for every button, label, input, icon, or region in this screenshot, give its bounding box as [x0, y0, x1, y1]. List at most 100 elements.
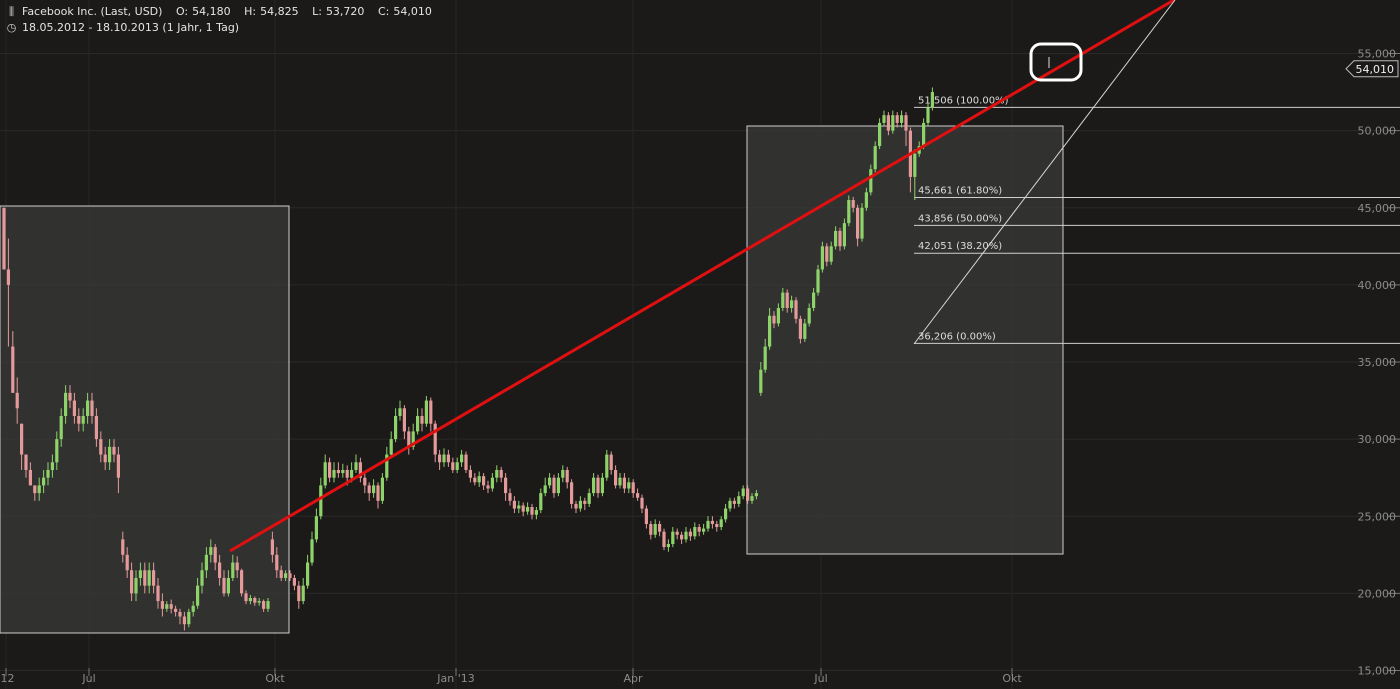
candle-body [719, 519, 723, 528]
candle-body [191, 605, 195, 612]
candle-body [627, 482, 631, 489]
candle-body [156, 585, 160, 602]
candle-body [671, 531, 675, 545]
candle-body [746, 488, 750, 501]
date-range-row: ◷ 18.05.2012 - 18.10.2013 (1 Jahr, 1 Tag) [6, 21, 243, 34]
candle-body [754, 493, 758, 497]
open-label: O: [175, 5, 189, 18]
candle-body [275, 554, 279, 571]
candle-body [904, 115, 908, 131]
candle-body [702, 528, 706, 532]
highlight-box-right [746, 125, 1064, 555]
candle-body [314, 516, 318, 540]
candle-body [688, 531, 692, 537]
candle-body [336, 469, 340, 474]
candle-body [680, 534, 684, 540]
candle-body [583, 500, 587, 504]
candlestick-icon[interactable]: ⫼ [8, 5, 15, 18]
candle-body [930, 92, 934, 108]
candle-body [429, 400, 433, 424]
high-label: H: [244, 5, 257, 18]
candle-body [477, 476, 481, 483]
candle-body [570, 482, 574, 504]
candle-body [213, 547, 217, 563]
candle-body [710, 520, 714, 524]
candle-body [922, 122, 926, 147]
candle-body [446, 454, 450, 463]
candle-body [244, 593, 248, 602]
candle-body [248, 598, 252, 602]
candle-body [112, 446, 116, 455]
candle-body [345, 469, 349, 478]
candle-body [614, 469, 618, 486]
candle-body [834, 230, 838, 247]
candle-body [543, 485, 547, 494]
candle-body [798, 318, 802, 339]
candle-body [121, 539, 125, 555]
clock-icon[interactable]: ◷ [6, 21, 17, 34]
candle-body [169, 604, 173, 609]
candle-body [732, 500, 736, 504]
candle-body [103, 454, 107, 463]
x-tick-label: Okt [265, 672, 285, 685]
candle-body [257, 601, 261, 603]
x-tick-label: Jul [813, 672, 827, 685]
candle-body [693, 527, 697, 537]
candle-body [741, 488, 745, 497]
candle-body [499, 469, 503, 478]
candle-body [125, 554, 129, 571]
candle-body [526, 506, 530, 512]
candle-body [108, 446, 112, 463]
candle-body [820, 246, 824, 270]
candle-body [402, 408, 406, 432]
candle-body [825, 246, 829, 262]
highlight-circle [1029, 42, 1083, 82]
candle-body [772, 315, 776, 324]
last-price-label: 54,010 [1356, 63, 1395, 76]
x-tick-label: Jan '13 [436, 672, 474, 685]
candle-body [816, 269, 820, 293]
fib-level-label: 43,856 (50.00%) [918, 213, 1002, 224]
candle-body [552, 477, 556, 494]
x-tick-label: Okt [1002, 672, 1022, 685]
open-value: 54,180 [192, 5, 231, 18]
candle-body [182, 616, 186, 625]
candle-body [658, 523, 662, 532]
y-tick-label: 15,000 [1358, 665, 1397, 678]
chart-header: ⫼ Facebook Inc. (Last, USD) O: 54,180 H: 54… [6, 5, 436, 19]
candle-body [178, 611, 182, 617]
candle-body [856, 207, 860, 239]
candle-body [358, 462, 362, 478]
candle-body [587, 493, 591, 504]
candle-body [174, 608, 178, 612]
candle-body [218, 562, 222, 578]
candle-body [508, 493, 512, 501]
candle-body [81, 415, 85, 424]
candle-body [332, 469, 336, 478]
candle-body [134, 577, 138, 594]
trendlines[interactable] [229, 0, 1176, 553]
candle-body [618, 477, 622, 486]
candle-body [451, 462, 455, 470]
candle-body [196, 585, 200, 606]
candle-body [473, 477, 477, 483]
candle-body [301, 585, 305, 602]
candle-body [495, 469, 499, 478]
candle-body [354, 462, 358, 470]
candle-body [226, 577, 230, 594]
candle-body [385, 454, 389, 478]
candle-body [20, 423, 24, 455]
candle-body [90, 400, 94, 416]
candle-body [42, 477, 46, 486]
candle-body [666, 544, 670, 548]
support-trendline [913, 0, 1176, 345]
candle-body [138, 570, 142, 578]
candle-body [398, 408, 402, 416]
x-tick-label: '12 [0, 672, 15, 685]
candle-body [411, 431, 415, 447]
candle-body [270, 539, 274, 555]
candle-body [913, 153, 917, 177]
candle-body [482, 476, 486, 486]
highlight-boxes [0, 125, 1064, 634]
candle-body [209, 547, 213, 555]
